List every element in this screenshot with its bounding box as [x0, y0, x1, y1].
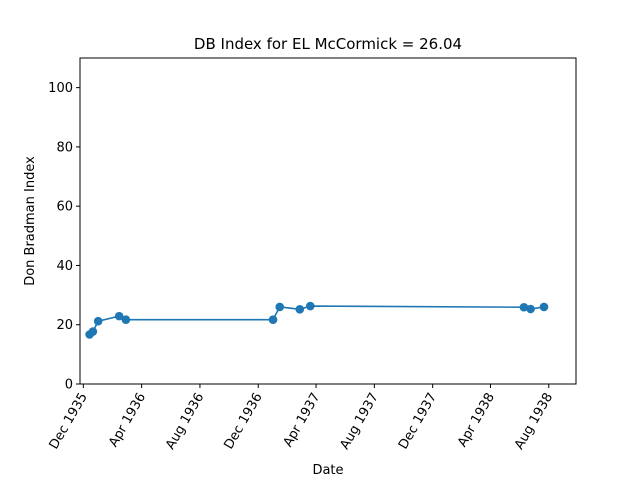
- y-tick-label: 20: [56, 318, 73, 333]
- data-point: [114, 311, 124, 321]
- data-point: [121, 315, 131, 324]
- y-tick-label: 80: [56, 140, 73, 155]
- data-point: [539, 302, 549, 312]
- plot-area: [85, 301, 549, 339]
- data-point: [275, 302, 285, 312]
- data-point: [306, 301, 315, 311]
- data-point: [295, 305, 305, 314]
- axes-frame: [79, 57, 577, 385]
- data-point: [88, 327, 98, 336]
- y-tick-label: 100: [48, 81, 73, 96]
- y-tick-label: 60: [56, 200, 73, 215]
- y-axis-label: Don Bradman Index: [23, 156, 38, 286]
- data-point: [93, 316, 103, 326]
- data-point: [519, 302, 529, 312]
- x-axis-label: Date: [312, 463, 343, 478]
- data-point: [526, 304, 535, 314]
- y-tick-label: 0: [65, 378, 73, 393]
- y-tick-label: 40: [56, 259, 73, 274]
- chart-title: DB Index for EL McCormick = 26.04: [194, 35, 462, 53]
- data-point: [268, 315, 278, 324]
